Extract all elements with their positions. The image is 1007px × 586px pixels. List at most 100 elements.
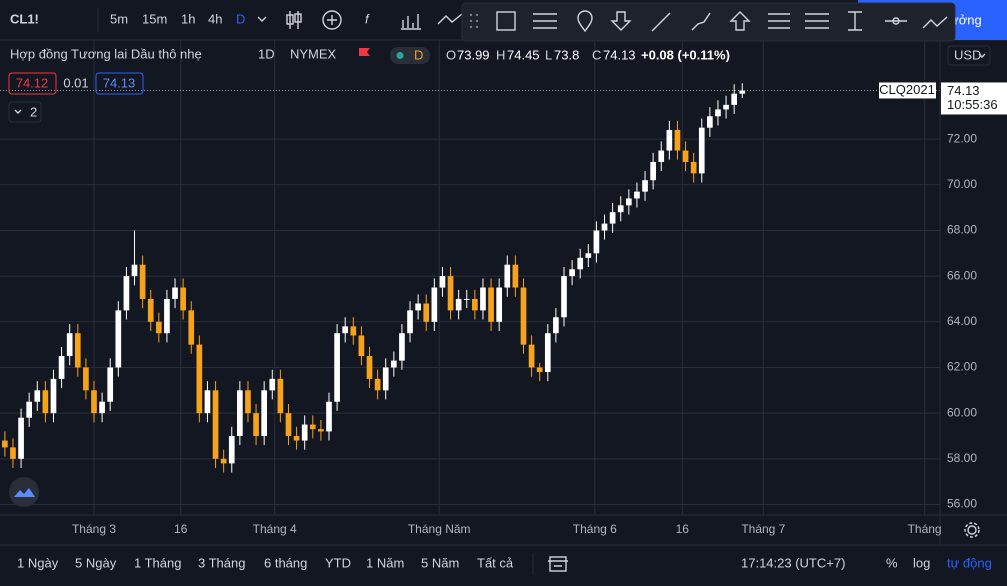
candle-body bbox=[350, 326, 357, 336]
candle-body bbox=[318, 429, 324, 432]
bars-icon[interactable] bbox=[401, 14, 421, 30]
candle-body bbox=[544, 333, 551, 373]
candle-body bbox=[228, 435, 235, 464]
candle-body bbox=[18, 417, 24, 459]
ask-box[interactable] bbox=[95, 72, 144, 95]
candle-body bbox=[512, 264, 519, 288]
candle-body bbox=[196, 344, 203, 414]
candle-body bbox=[91, 390, 97, 414]
contract-label: CLQ2021 bbox=[879, 82, 935, 97]
button-label[interactable]: ưởng bbox=[950, 12, 982, 27]
candle-body bbox=[155, 321, 162, 334]
candle-body bbox=[115, 310, 122, 368]
range-button[interactable]: 1 Năm bbox=[366, 555, 404, 570]
y-tick-label: 72.00 bbox=[947, 131, 977, 145]
tool-lines[interactable] bbox=[533, 13, 557, 29]
log-button[interactable]: log bbox=[913, 555, 930, 570]
tool-forecast[interactable] bbox=[922, 16, 948, 29]
tool-measure[interactable] bbox=[848, 11, 862, 31]
chevron[interactable] bbox=[14, 109, 22, 114]
symbol[interactable]: CL1! bbox=[10, 11, 39, 26]
range-button[interactable]: 5 Năm bbox=[421, 555, 459, 570]
interval[interactable]: 1h bbox=[181, 11, 195, 26]
tool-path[interactable] bbox=[691, 12, 711, 31]
interval[interactable]: 4h bbox=[208, 11, 222, 26]
candle-body bbox=[107, 367, 114, 402]
bid[interactable]: 74.12 bbox=[16, 75, 49, 90]
flag-icon[interactable] bbox=[359, 48, 370, 56]
tool-trend[interactable] bbox=[651, 12, 671, 32]
candle-body bbox=[707, 116, 713, 128]
candle-body bbox=[139, 264, 146, 299]
tool-arrow-down[interactable] bbox=[610, 11, 632, 31]
collapse-button[interactable] bbox=[8, 101, 42, 123]
goto-date-icon[interactable] bbox=[548, 556, 568, 572]
contract-tag bbox=[879, 82, 936, 99]
range-button[interactable]: 1 Ngày bbox=[17, 555, 59, 570]
y-tick-label: 64.00 bbox=[947, 314, 977, 328]
ask[interactable]: 74.13 bbox=[103, 75, 136, 90]
fx-icon[interactable]: f bbox=[365, 11, 370, 26]
x-tick-label: Tháng 4 bbox=[253, 522, 297, 536]
candle-body bbox=[58, 356, 65, 379]
candle-body bbox=[180, 287, 186, 311]
candle-body bbox=[358, 335, 365, 357]
clock: 17:14:23 (UTC+7) bbox=[741, 555, 845, 570]
currency-select[interactable] bbox=[947, 45, 991, 66]
percent-button[interactable]: % bbox=[886, 555, 898, 570]
candle-body bbox=[642, 180, 648, 192]
tool-rect[interactable] bbox=[496, 11, 516, 31]
candle-body bbox=[147, 298, 154, 322]
y-tick-label: 62.00 bbox=[947, 360, 977, 374]
candle-body bbox=[569, 269, 575, 277]
candle-body bbox=[609, 212, 616, 224]
x-tick-label: 16 bbox=[174, 522, 188, 536]
countdown: 10:55:36 bbox=[947, 97, 998, 112]
settings-icon[interactable] bbox=[964, 522, 980, 538]
candle-body bbox=[42, 390, 49, 414]
ohlc-change: +0.08 (+0.11%) bbox=[641, 47, 730, 62]
chart-type-icon[interactable] bbox=[286, 11, 302, 29]
indicator-add-icon[interactable] bbox=[322, 10, 342, 30]
range-button[interactable]: 3 Tháng bbox=[198, 555, 245, 570]
range-button[interactable]: Tất cả bbox=[477, 555, 514, 570]
candle-body bbox=[237, 390, 243, 436]
plot-area bbox=[0, 40, 940, 515]
interval-active[interactable]: D bbox=[236, 11, 245, 26]
dropdown-icon[interactable] bbox=[257, 16, 267, 22]
auto-button[interactable]: tự động bbox=[947, 555, 992, 570]
bid-box[interactable] bbox=[8, 72, 57, 95]
candle-body bbox=[399, 333, 405, 361]
range-button[interactable]: 5 Ngày bbox=[75, 555, 117, 570]
interval[interactable]: 15m bbox=[142, 11, 167, 26]
price-tag bbox=[941, 82, 1007, 115]
currency[interactable]: USD bbox=[954, 47, 981, 62]
candle-body bbox=[472, 298, 478, 311]
tool-gann[interactable] bbox=[805, 13, 829, 29]
candle-body bbox=[601, 223, 608, 231]
chevron[interactable] bbox=[978, 53, 986, 58]
candle-body bbox=[488, 287, 494, 322]
tool-fib[interactable] bbox=[768, 13, 790, 29]
compare-icon[interactable] bbox=[437, 13, 463, 25]
range-button[interactable]: 6 tháng bbox=[264, 555, 307, 570]
interval[interactable]: 5m bbox=[110, 11, 128, 26]
logo-mark[interactable] bbox=[14, 488, 35, 497]
collapse-count[interactable]: 2 bbox=[30, 104, 37, 119]
y-tick-label: 60.00 bbox=[947, 405, 977, 419]
y-tick-label: 70.00 bbox=[947, 177, 977, 191]
legend-name: Hợp đồng Tương lai Dầu thô nhẹ bbox=[10, 46, 202, 61]
candle-body bbox=[374, 378, 381, 391]
range-button[interactable]: YTD bbox=[325, 555, 351, 570]
candle-body bbox=[172, 287, 178, 299]
tool-pin[interactable] bbox=[577, 10, 593, 33]
ohlc-key: L bbox=[545, 47, 552, 62]
logo[interactable] bbox=[9, 477, 39, 507]
tool-arrow-up[interactable] bbox=[729, 11, 751, 31]
candle-body bbox=[585, 253, 592, 258]
candle-body bbox=[561, 276, 567, 318]
x-tick-label: 16 bbox=[676, 522, 690, 536]
range-button[interactable]: 1 Tháng bbox=[134, 555, 181, 570]
candle-body bbox=[528, 344, 535, 368]
